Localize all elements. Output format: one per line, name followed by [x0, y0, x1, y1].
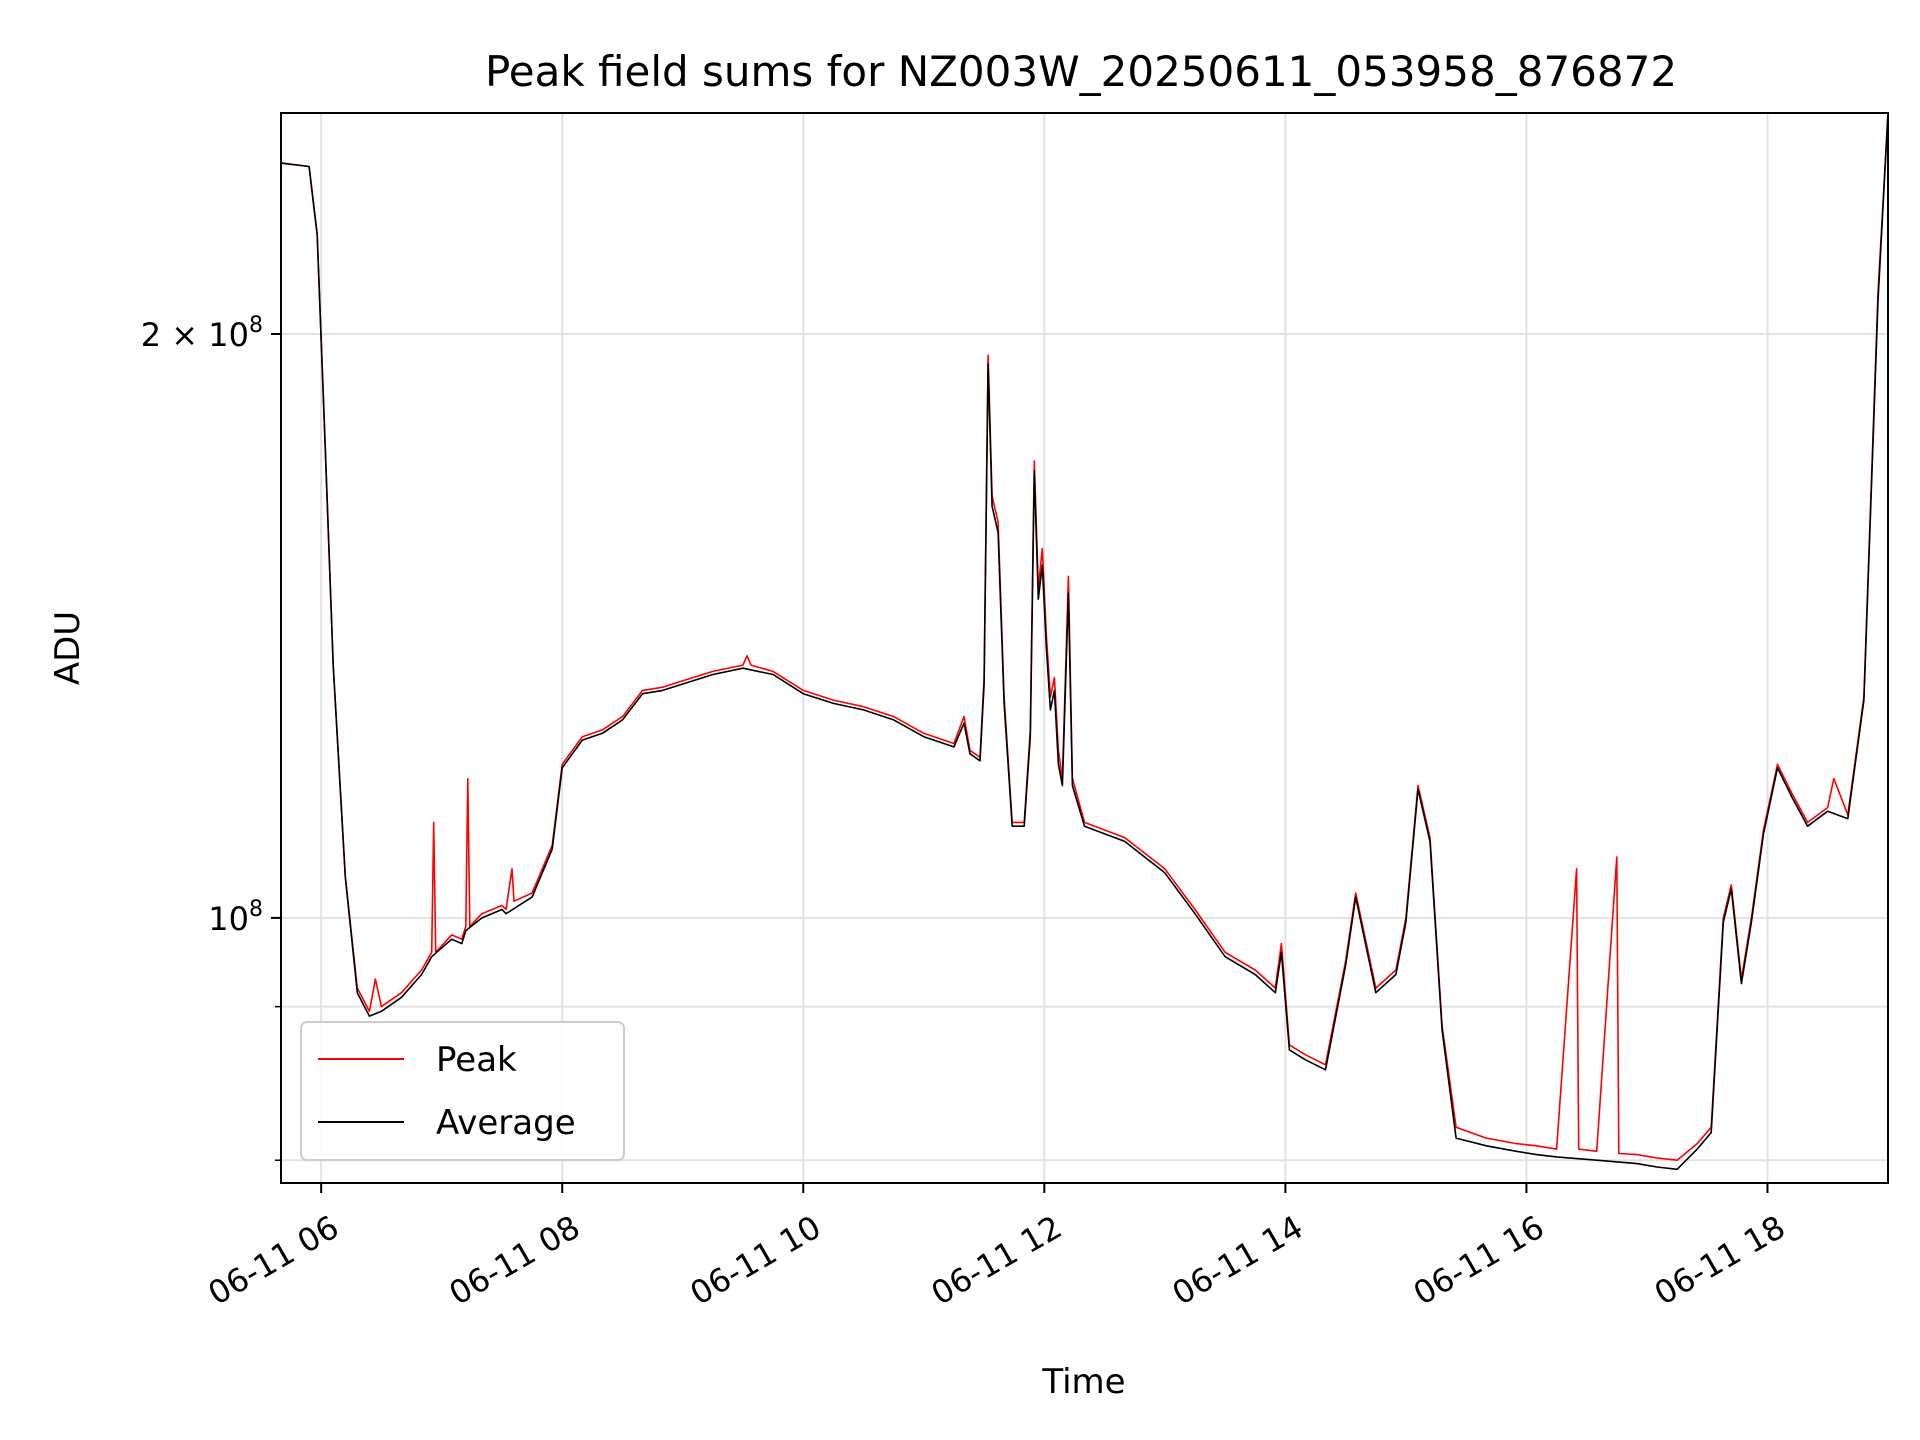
chart-title: Peak field sums for NZ003W_20250611_0539…: [485, 47, 1677, 96]
grid: [281, 113, 1888, 1183]
y-axis-label: ADU: [48, 611, 88, 685]
legend-box: [300, 1021, 625, 1161]
y-tick-label: 2 × 108: [141, 313, 263, 354]
series-group: [281, 113, 1888, 1171]
series-line-average: [281, 113, 1888, 1171]
legend: Peak Average: [300, 1021, 625, 1161]
plot-frame: [280, 112, 1889, 1184]
x-axis-label: Time: [1041, 1362, 1125, 1402]
y-tick-label: 108: [208, 897, 263, 938]
legend-label-average: Average: [436, 1103, 576, 1143]
legend-label-peak: Peak: [436, 1040, 517, 1080]
